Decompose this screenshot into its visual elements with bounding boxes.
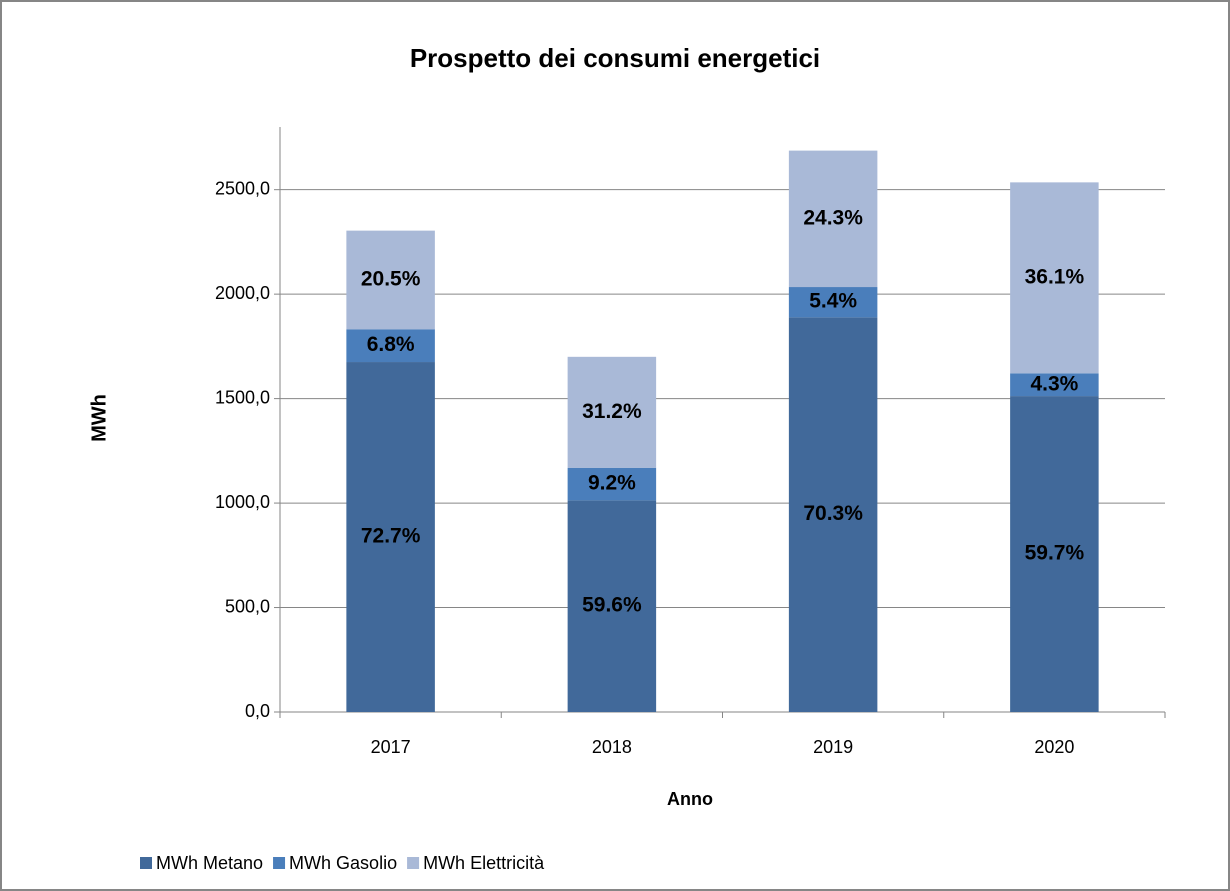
legend-label: MWh Gasolio: [289, 853, 397, 873]
bar-segment: [1010, 396, 1099, 712]
share-label: 4.3%: [1030, 372, 1078, 395]
legend-label: MWh Metano: [156, 853, 263, 873]
y-tick-label: 500,0: [225, 596, 270, 616]
share-label: 6.8%: [367, 333, 415, 356]
bar-segment: [346, 329, 435, 363]
x-tick-label: 2019: [813, 737, 853, 757]
share-label: 20.5%: [361, 267, 421, 290]
y-tick-label: 2000,0: [215, 283, 270, 303]
legend-label: MWh Elettricità: [423, 853, 545, 873]
bar-segment: [788, 150, 878, 288]
share-label: 24.3%: [803, 206, 863, 229]
bar-segment: [1010, 373, 1099, 397]
share-label: 59.6%: [582, 594, 642, 617]
legend-swatch: [140, 857, 152, 869]
x-axis-label: Anno: [667, 789, 713, 809]
y-tick-label: 2500,0: [215, 178, 270, 198]
chart-title: Prospetto dei consumi energetici: [410, 43, 820, 73]
bar-segment: [567, 500, 657, 712]
share-label: 31.2%: [582, 400, 642, 423]
x-tick-label: 2018: [592, 737, 632, 757]
y-tick-label: 0,0: [245, 701, 270, 721]
y-tick-label: 1000,0: [215, 492, 270, 512]
bar-segment: [1010, 182, 1099, 374]
y-tick-label: 1500,0: [215, 387, 270, 407]
x-tick-label: 2020: [1034, 737, 1074, 757]
bar-segment: [567, 356, 657, 468]
bar-segment: [567, 467, 657, 501]
share-label: 72.7%: [361, 525, 421, 548]
y-axis-label: MWh: [88, 394, 110, 442]
share-label: 5.4%: [809, 290, 857, 313]
legend-swatch: [407, 857, 420, 869]
share-label: 9.2%: [588, 472, 636, 495]
legend-swatch: [273, 857, 286, 869]
bar-segment: [346, 362, 435, 712]
bar-segment: [788, 287, 878, 318]
bar-segment: [346, 230, 435, 330]
share-label: 59.7%: [1025, 542, 1085, 565]
share-label: 70.3%: [803, 502, 863, 525]
share-label: 36.1%: [1025, 265, 1085, 288]
bar-segment: [788, 317, 878, 712]
x-tick-label: 2017: [371, 737, 411, 757]
